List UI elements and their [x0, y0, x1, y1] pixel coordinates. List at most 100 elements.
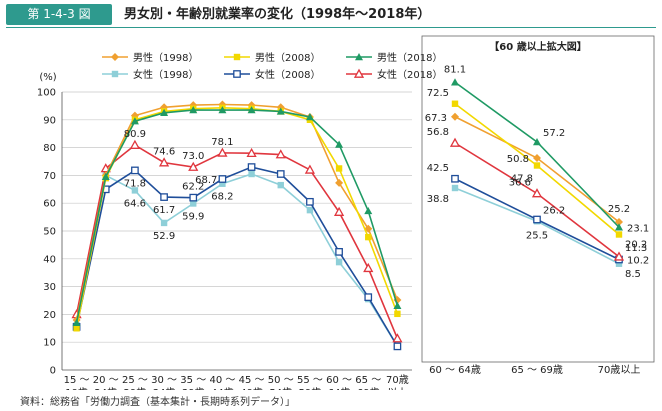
legend-marker-male2008 [233, 53, 241, 61]
data-label: 59.9 [182, 211, 204, 222]
x-tick-label: 30 〜 [151, 375, 177, 386]
inset-data-label: 8.5 [625, 269, 641, 280]
data-point-female2018 [275, 149, 286, 159]
x-tick-label: 35 〜 [180, 375, 206, 386]
x-tick-label: 40 〜 [209, 375, 235, 386]
x-tick-label: 以上 [387, 387, 407, 390]
inset-data-point-male2018 [451, 78, 459, 86]
legend: 男性（1998） 男性（2008） 男性（2018） 女性（1998） 女性（2008）… [102, 51, 442, 81]
legend-marker-male1998 [111, 53, 119, 61]
x-tick-label: 20 〜 [93, 375, 119, 386]
data-point-female2018 [217, 147, 228, 157]
y-tick-label: 50 [43, 227, 56, 238]
data-point-male2018 [130, 117, 139, 125]
series-line-male1998 [75, 103, 399, 321]
data-point-male2008 [394, 310, 401, 318]
data-label: 52.9 [153, 231, 175, 242]
y-tick-label: 80 [43, 143, 56, 154]
series-line-female2008 [75, 166, 399, 347]
x-tick-label: 50 〜 [268, 375, 294, 386]
figure-number-badge: 第 1-4-3 図 [6, 4, 112, 25]
inset-data-label: 57.2 [543, 128, 565, 139]
y-axis-label: (%) [39, 72, 56, 83]
data-label: 64.6 [124, 198, 146, 209]
inset-data-point-female1998 [451, 184, 459, 192]
inset-data-point-female2018 [613, 251, 625, 261]
legend-label-female1998: 女性（1998） [133, 68, 198, 81]
employment-rate-chart: 男性（1998） 男性（2008） 男性（2018） 女性（1998） 女性（2008）… [37, 35, 655, 390]
inset-data-label: 81.1 [444, 64, 466, 75]
data-point-female1998 [277, 181, 284, 189]
legend-label-male1998: 男性（1998） [133, 51, 198, 64]
legend-label-female2008: 女性（2008） [255, 68, 320, 81]
data-point-male2018 [335, 140, 344, 148]
data-label: 62.2 [182, 182, 204, 193]
data-point-female2018 [188, 161, 199, 171]
data-point-female2018 [333, 206, 345, 216]
inset-data-label: 26.2 [543, 206, 565, 217]
data-point-female2008 [364, 293, 373, 302]
inset-x-tick-label: 65 〜 69歳 [511, 364, 563, 376]
inset-series-male2008 [451, 100, 623, 238]
data-point-female2008 [306, 197, 314, 206]
inset-data-label: 47.8 [511, 174, 533, 185]
legend-item-male2018: 男性（2018） [346, 51, 442, 64]
x-tick-label: 55 〜 [297, 375, 323, 386]
inset-data-label: 50.8 [507, 154, 529, 165]
inset-data-label: 38.8 [427, 194, 449, 205]
inset-x-tick-label: 60 〜 64歳 [429, 364, 481, 376]
inset-data-point-female1998 [615, 260, 623, 267]
data-point-male2008 [73, 325, 80, 332]
data-point-male2018 [364, 206, 373, 215]
data-label: 68.7 [195, 175, 217, 186]
inset-data-point-female2018 [449, 137, 461, 147]
x-tick-label: 19歳 [65, 387, 88, 390]
gridlines [62, 91, 412, 343]
y-tick-label: 60 [43, 199, 56, 210]
x-tick-label: 29歳 [124, 387, 147, 390]
data-point-male2018 [101, 172, 110, 180]
data-point-female2008 [276, 170, 285, 178]
data-point-female2008 [189, 193, 198, 202]
legend-item-male1998: 男性（1998） [102, 51, 198, 64]
inset-series-male2018 [451, 78, 623, 231]
x-tick-label: 39歳 [182, 387, 205, 390]
inset-data-point-male2008 [615, 231, 623, 238]
x-tick-label: 15 〜 [64, 375, 90, 386]
inset-data-point-male2008 [451, 100, 459, 107]
series-female2008 [72, 163, 402, 351]
data-point-female1998 [335, 258, 343, 266]
inset-data-point-male2008 [533, 162, 541, 169]
x-tick-label: 64歳 [328, 387, 351, 390]
inset-data-point-female2008 [533, 215, 541, 224]
data-point-male1998 [335, 178, 344, 187]
series-line-female2018 [75, 144, 399, 339]
inset-series-line-female1998 [454, 187, 620, 265]
y-tick-label: 40 [43, 254, 56, 265]
y-tick-label: 20 [43, 310, 56, 321]
inset-data-label: 36.6 [509, 178, 531, 189]
x-tick-label: 69歳 [357, 387, 380, 390]
series-line-male2018 [75, 109, 399, 323]
inset-data-label: 11.3 [625, 243, 647, 254]
inset-frame [421, 35, 655, 363]
inset-data-point-male1998 [615, 218, 623, 226]
data-point-male2008 [365, 233, 372, 241]
data-point-male2018 [72, 318, 81, 326]
data-point-male2018 [189, 106, 198, 114]
data-point-female2008 [247, 163, 256, 171]
data-point-female2018 [363, 262, 374, 273]
x-tick-label: 45 〜 [239, 375, 265, 386]
inset-series-line-male1998 [454, 116, 620, 223]
legend-marker-female1998 [111, 70, 119, 78]
series-line-female1998 [75, 173, 399, 347]
series-male2018 [72, 106, 402, 326]
y-tick-label: 100 [37, 88, 56, 99]
legend-marker-female2018 [353, 68, 365, 78]
inset-data-label: 10.2 [627, 256, 649, 267]
data-point-female2018 [246, 147, 257, 158]
series-female1998 [73, 170, 401, 350]
x-tick-label: 70歳 [386, 374, 409, 386]
inset-series-male1998 [451, 112, 623, 226]
data-point-female1998 [131, 187, 139, 194]
